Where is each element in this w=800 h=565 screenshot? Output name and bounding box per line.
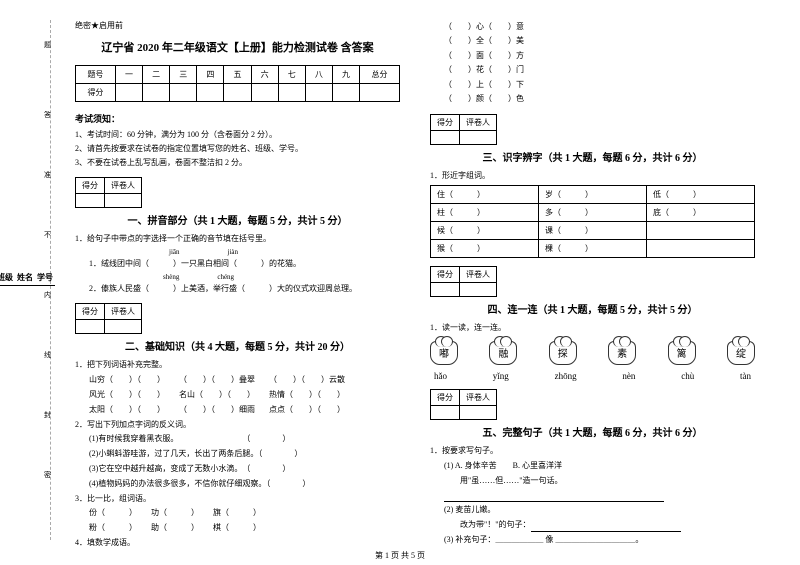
grader-table: 得分评卷人 [430, 389, 497, 420]
th: 四 [197, 66, 224, 84]
secret-label: 绝密★启用前 [75, 20, 400, 31]
pair-row: （ ）全（ ）美 [430, 34, 755, 48]
item: (2)小蝌蚪游哇游，过了几天，长出了两条后腿。（ ） [75, 448, 400, 461]
heart-row: 嘟 融 探 素 篱 绽 [430, 341, 755, 365]
question-line: 2．傣族人民盛（ ）上美酒，举行盛（ ）大的仪式欢迎周总理。 [75, 283, 400, 296]
fill-row: 份（ ）功（ ）旗（ ） [75, 507, 400, 520]
sidebar-item: 班级 [0, 272, 15, 288]
th: 三 [170, 66, 197, 84]
line: 改为带"！"的句子： [430, 519, 755, 532]
margin-char: 题 [44, 40, 51, 50]
fill-row: 太阳（ ）（ ）（ ）（ ）细雨点点（ ）（ ） [75, 404, 400, 417]
th: 八 [305, 66, 332, 84]
question: 3．比一比，组词语。 [75, 493, 400, 506]
margin-char: 准 [44, 170, 51, 180]
blank-line [430, 489, 755, 502]
fill-row: 粉（ ）助（ ）棋（ ） [75, 522, 400, 535]
notice-item: 3、不要在试卷上乱写乱画，卷面不整洁扣 2 分。 [75, 157, 400, 169]
section-1-title: 一、拼音部分（共 1 大题，每题 5 分，共计 5 分） [75, 212, 400, 227]
th: 二 [143, 66, 170, 84]
line: (1) A. 身体辛苦 B. 心里喜洋洋 [430, 460, 755, 473]
th: 总分 [360, 66, 400, 84]
pair-row: （ ）花（ ）门 [430, 63, 755, 77]
margin-char: 封 [44, 410, 51, 420]
question: 1．给句子中带点的字选择一个正确的音节填在括号里。 [75, 233, 400, 246]
pair-row: （ ）面（ ）方 [430, 49, 755, 63]
fill-row: 山穷（ ）（ ）（ ）（ ）叠翠（ ）（ ）云散 [75, 374, 400, 387]
binding-sidebar: 学号 姓名 班级 学校 乡镇(街道) [15, 20, 55, 540]
margin-char: 答 [44, 110, 51, 120]
pinyin-row: jiān jiàn [75, 248, 400, 256]
notice-item: 2、请首先按要求在试卷的指定位置填写您的姓名、班级、学号。 [75, 143, 400, 155]
line: 用"虽……但……"造一句话。 [430, 475, 755, 488]
heart-char: 素 [608, 341, 636, 365]
pair-row: （ ）心（ ）意 [430, 20, 755, 34]
th: 一 [115, 66, 142, 84]
pair-row: （ ）上（ ）下 [430, 78, 755, 92]
char-table: 住（ ）岁（ ）低（ ） 柱（ ）多（ ）底（ ） 候（ ）课（ ） 猴（ ）棵… [430, 185, 755, 258]
line: (2) 麦苗儿嫩。 [430, 504, 755, 517]
grader-table: 得分评卷人 [75, 303, 142, 334]
page-container: 绝密★启用前 辽宁省 2020 年二年级语文【上册】能力检测试卷 含答案 题号 … [0, 0, 800, 545]
th: 题号 [76, 66, 116, 84]
sidebar-item: 姓名 [15, 272, 35, 288]
margin-char: 内 [44, 290, 51, 300]
item: (4)植物妈妈的办法很多很多，不信你就仔细观察。（ ） [75, 478, 400, 491]
grader-table: 得分评卷人 [430, 266, 497, 297]
section-4-title: 四、连一连（共 1 大题，每题 5 分，共计 5 分） [430, 301, 755, 316]
line: (3) 补充句子：＿＿＿＿＿＿ 像 ＿＿＿＿＿＿＿＿＿＿。 [430, 534, 755, 547]
question: 1．按要求写句子。 [430, 445, 755, 458]
question: 1．读一读，连一连。 [430, 322, 755, 335]
fill-row: 风光（ ）（ ）名山（ ）（ ）热情（ ）（ ） [75, 389, 400, 402]
notice-head: 考试须知： [75, 112, 400, 125]
item: (3)它在空中越升越高，变成了无数小水滴。 （ ） [75, 463, 400, 476]
pair-row: （ ）颜（ ）色 [430, 92, 755, 106]
grader-table: 得分评卷人 [75, 177, 142, 208]
margin-char: 线 [44, 350, 51, 360]
heart-char: 绽 [727, 341, 755, 365]
question: 2．写出下列加点字词的反义词。 [75, 419, 400, 432]
heart-char: 探 [549, 341, 577, 365]
th: 九 [332, 66, 359, 84]
section-2-title: 二、基础知识（共 4 大题，每题 5 分，共计 20 分） [75, 338, 400, 353]
right-column: （ ）心（ ）意 （ ）全（ ）美 （ ）面（ ）方 （ ）花（ ）门 （ ）上… [415, 20, 770, 535]
score-table: 题号 一 二 三 四 五 六 七 八 九 总分 得分 [75, 65, 400, 102]
exam-title: 辽宁省 2020 年二年级语文【上册】能力检测试卷 含答案 [75, 39, 400, 55]
margin-char: 密 [44, 470, 51, 480]
pinyin-labels: hǎo yǐng zhōng nèn chù tàn [430, 371, 755, 381]
th: 五 [224, 66, 251, 84]
page-footer: 第 1 页 共 5 页 [0, 550, 800, 561]
notice-item: 1、考试时间：60 分钟，满分为 100 分（含卷面分 2 分）。 [75, 129, 400, 141]
question-line: 1．绒线团中间（ ）一只黑白相间（ ）的花猫。 [75, 258, 400, 271]
question: 4．填数学成语。 [75, 537, 400, 550]
item: (1)有时候我穿着黑衣服。 （ ） [75, 433, 400, 446]
section-3-title: 三、识字辨字（共 1 大题，每题 6 分，共计 6 分） [430, 149, 755, 164]
heart-char: 篱 [668, 341, 696, 365]
section-5-title: 五、完整句子（共 1 大题，每题 6 分，共计 6 分） [430, 424, 755, 439]
th: 七 [278, 66, 305, 84]
th: 六 [251, 66, 278, 84]
margin-char: 不 [44, 230, 51, 240]
score-label: 得分 [76, 84, 116, 102]
question: 1．把下列词语补充完整。 [75, 359, 400, 372]
pinyin-row: shèng chéng [75, 273, 400, 281]
heart-char: 融 [489, 341, 517, 365]
sidebar-item: 学号 [35, 272, 55, 288]
grader-table: 得分评卷人 [430, 114, 497, 145]
heart-char: 嘟 [430, 341, 458, 365]
question: 1．形近字组词。 [430, 170, 755, 183]
left-column: 绝密★启用前 辽宁省 2020 年二年级语文【上册】能力检测试卷 含答案 题号 … [60, 20, 415, 535]
